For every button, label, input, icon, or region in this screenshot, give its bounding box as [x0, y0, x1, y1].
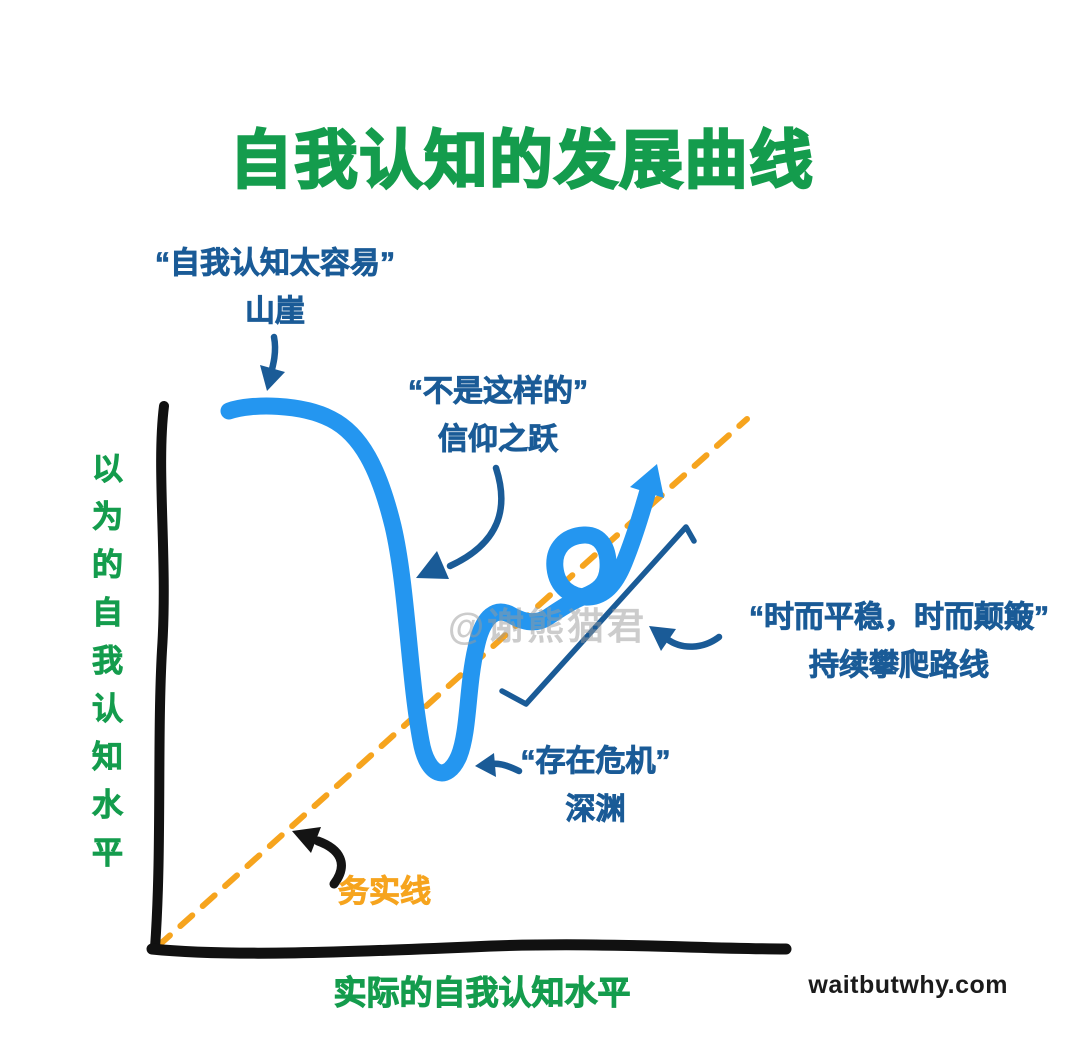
annotation-abyss: “存在危机” 深渊	[478, 738, 713, 834]
climb-route-line	[499, 524, 697, 707]
annotation-climb-label: 持续攀爬路线	[809, 649, 990, 683]
cliff-arrowhead-icon	[260, 365, 285, 391]
page-title: 自我认知的发展曲线	[228, 125, 815, 198]
climb-arrowhead-icon	[649, 626, 676, 651]
annotation-abyss-label: 深渊	[565, 793, 626, 827]
pragmatic-line-label: 务实线	[338, 874, 432, 910]
annotation-leap: “不是这样的” 信仰之跃	[348, 368, 648, 464]
abyss-arrowhead-icon	[475, 753, 496, 777]
annotation-cliff-quote: “自我认知太容易”	[155, 247, 396, 281]
y-axis-line	[150, 401, 169, 953]
x-axis-line	[146, 939, 792, 959]
pragmatic-dashed-line	[155, 416, 750, 949]
watermark: @谢熊猫君	[448, 606, 648, 647]
y-axis-label: 以为的自我认知水平	[87, 452, 123, 885]
credit-url: waitbutwhy.com	[808, 971, 1008, 999]
annotation-climb: “时而平稳，时而颠簸” 持续攀爬路线	[718, 594, 1080, 690]
annotation-cliff-label: 山崖	[245, 295, 306, 329]
annotation-climb-quote: “时而平稳，时而颠簸”	[749, 601, 1050, 635]
climb-arrow-icon	[663, 633, 723, 650]
curve-arrowhead-icon	[630, 464, 664, 498]
annotation-leap-label: 信仰之跃	[438, 423, 559, 457]
x-axis-label: 实际的自我认知水平	[333, 974, 631, 1012]
leap-arrow-icon	[446, 464, 505, 570]
leap-arrowhead-icon	[416, 551, 449, 579]
pragmatic-arrow-icon	[313, 836, 346, 889]
annotation-abyss-quote: “存在危机”	[520, 745, 671, 779]
pragmatic-arrowhead-icon	[292, 827, 321, 853]
self-awareness-curve	[220, 397, 658, 782]
annotation-leap-quote: “不是这样的”	[408, 375, 589, 409]
annotation-cliff: “自我认知太容易” 山崖	[125, 240, 425, 336]
